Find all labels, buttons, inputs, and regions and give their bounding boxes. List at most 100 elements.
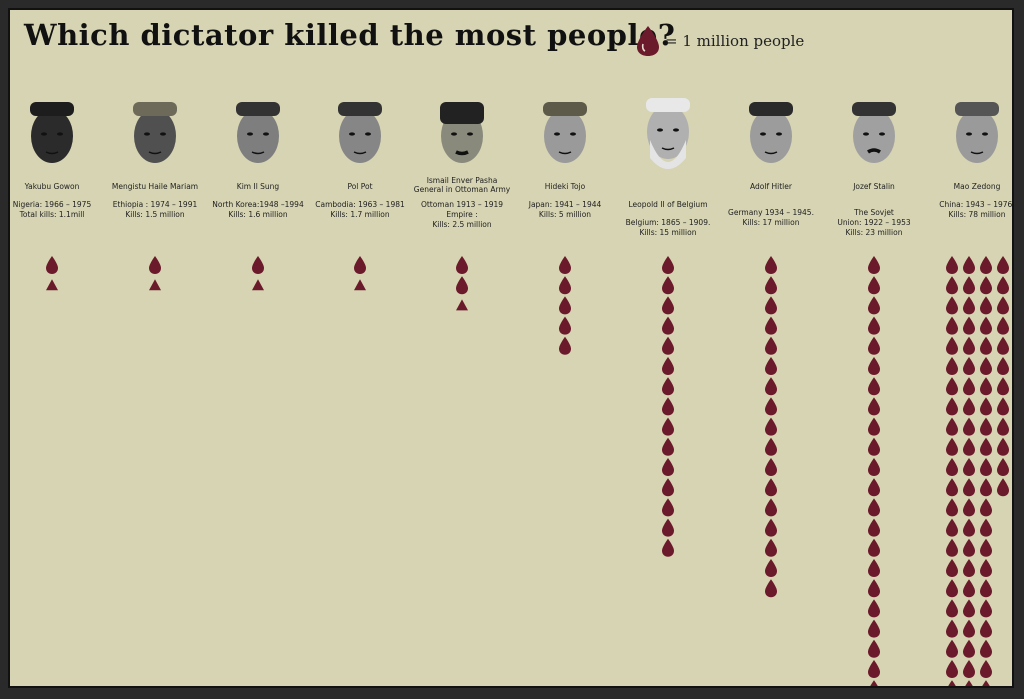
drop-111	[963, 619, 975, 638]
drop-87	[946, 579, 958, 598]
drop-115	[980, 256, 992, 274]
portrait-5	[440, 102, 484, 163]
drop-117	[980, 296, 992, 315]
drop-113	[963, 660, 975, 678]
drop-105	[963, 498, 975, 517]
drop-44	[765, 518, 777, 537]
drop-120	[980, 357, 992, 375]
drop-137	[997, 256, 1009, 274]
drop-36	[765, 357, 777, 375]
drop-77	[946, 377, 958, 396]
portrait-4	[338, 102, 382, 163]
drop-84	[946, 518, 958, 537]
drop-16	[662, 256, 674, 274]
drop-89	[946, 619, 958, 638]
drop-23	[662, 397, 674, 416]
drop-110	[963, 599, 975, 618]
drop-54	[868, 377, 880, 396]
drop-72	[946, 276, 958, 295]
drop-22	[662, 377, 674, 396]
drop-124	[980, 437, 992, 456]
drop-131	[980, 579, 992, 598]
drop-85	[946, 538, 958, 557]
drop-60	[868, 498, 880, 517]
drop-37	[765, 377, 777, 396]
drop-116	[980, 276, 992, 295]
drop-58	[868, 458, 880, 476]
drop-138	[997, 276, 1009, 295]
drop-130	[980, 559, 992, 577]
drop-5	[252, 279, 264, 291]
drop-73	[946, 296, 958, 315]
dictator-info: Belgium: 1865 – 1909. Kills: 15 million	[625, 218, 711, 237]
drop-100	[963, 397, 975, 416]
drop-50	[868, 296, 880, 315]
drop-135	[980, 660, 992, 678]
drop-88	[946, 599, 958, 618]
drop-20	[662, 336, 674, 355]
portrait-2	[133, 102, 177, 163]
drop-57	[868, 437, 880, 456]
drop-24	[662, 417, 674, 436]
drop-95	[963, 296, 975, 315]
dictator-name: Pol Pot	[347, 182, 373, 191]
drop-79	[946, 417, 958, 436]
drop-62	[868, 538, 880, 557]
drop-18	[662, 296, 674, 315]
drop-39	[765, 417, 777, 436]
drop-65	[868, 599, 880, 618]
drop-103	[963, 458, 975, 476]
drop-99	[963, 377, 975, 396]
drop-chart	[46, 256, 1009, 686]
drop-29	[662, 518, 674, 537]
drop-112	[963, 639, 975, 658]
drop-134	[980, 639, 992, 658]
drop-2	[149, 256, 161, 274]
drop-47	[765, 579, 777, 598]
drop-28	[662, 498, 674, 517]
legend-label: = 1 million people	[665, 32, 805, 50]
drop-119	[980, 336, 992, 355]
page-title: Which dictator killed the most people?	[24, 18, 676, 52]
drop-66	[868, 619, 880, 638]
drop-59	[868, 478, 880, 497]
drop-141	[997, 336, 1009, 355]
drop-9	[456, 276, 468, 295]
dictator-name: Hideki Tojo	[544, 182, 586, 191]
drop-123	[980, 417, 992, 436]
drop-126	[980, 478, 992, 497]
dictator-info: Germany 1934 – 1945. Kills: 17 million	[728, 208, 814, 227]
drop-133	[980, 619, 992, 638]
drop-55	[868, 397, 880, 416]
drop-118	[980, 316, 992, 335]
drop-7	[354, 279, 366, 291]
drop-6	[354, 256, 366, 274]
drop-140	[997, 316, 1009, 335]
drop-45	[765, 538, 777, 557]
dictator-info: Ottoman 1913 – 1919 Empire : Kills: 2.5 …	[420, 200, 504, 229]
drop-144	[997, 397, 1009, 416]
drop-101	[963, 417, 975, 436]
drop-147	[997, 458, 1009, 476]
drop-75	[946, 336, 958, 355]
drop-97	[963, 336, 975, 355]
dictator-name: Yakubu Gowon	[24, 182, 80, 191]
drop-90	[946, 639, 958, 658]
drop-106	[963, 518, 975, 537]
drop-33	[765, 296, 777, 315]
drop-19	[662, 316, 674, 335]
drop-0	[46, 256, 58, 274]
portrait-10	[955, 102, 999, 163]
drop-17	[662, 276, 674, 295]
drop-86	[946, 559, 958, 577]
drop-81	[946, 458, 958, 476]
drop-71	[946, 256, 958, 274]
drop-148	[997, 478, 1009, 497]
drop-122	[980, 397, 992, 416]
drop-107	[963, 538, 975, 557]
drop-78	[946, 397, 958, 416]
portrait-9	[852, 102, 896, 163]
infographic-frame: Which dictator killed the most people? =…	[8, 8, 1014, 688]
drop-30	[662, 538, 674, 557]
drop-83	[946, 498, 958, 517]
